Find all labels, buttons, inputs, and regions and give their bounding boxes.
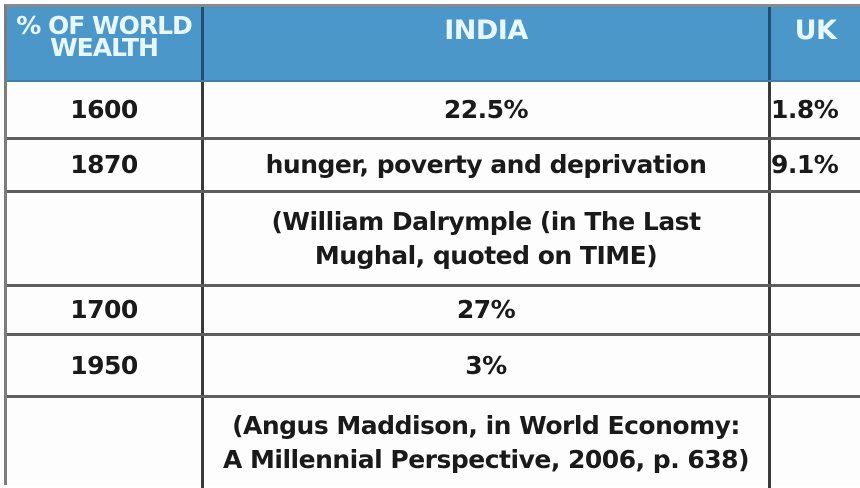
- uk-cell: [771, 336, 860, 395]
- citation-line-2: Mughal, quoted on TIME): [314, 240, 658, 270]
- citation-line-1: (Angus Maddison, in World Economy:: [232, 411, 740, 440]
- table-row-citation: (William Dalrymple (in The Last Mughal, …: [7, 193, 860, 287]
- citation-line-1: (William Dalrymple (in The Last: [271, 206, 701, 236]
- header-label-line-2: WEALTH: [50, 33, 159, 62]
- header-label-line-1: % OF WORLD: [16, 11, 193, 40]
- table-row: 1870 hunger, poverty and deprivation 9.1…: [7, 140, 860, 193]
- year-cell: 1950: [7, 336, 204, 395]
- india-cell: 22.5%: [204, 82, 771, 137]
- uk-cell: [771, 287, 860, 333]
- uk-cell: [771, 193, 860, 284]
- uk-cell: 9.1%: [771, 150, 839, 179]
- header-cell-world-wealth: % OF WORLD WEALTH: [7, 7, 204, 80]
- header-cell-india: INDIA: [204, 7, 771, 80]
- year-cell: [7, 398, 204, 488]
- table-row: 1600 22.5% 1.8%: [7, 82, 860, 140]
- year-cell: [7, 193, 204, 284]
- uk-cell: 1.8%: [771, 94, 839, 124]
- table-row-citation: (Angus Maddison, in World Economy: A Mil…: [7, 398, 860, 488]
- citation-cell: (Angus Maddison, in World Economy: A Mil…: [204, 398, 771, 488]
- uk-cell: [771, 398, 860, 488]
- india-cell: 3%: [204, 336, 771, 395]
- world-wealth-table: % OF WORLD WEALTH INDIA UK 1600 22.5% 1.…: [4, 4, 860, 488]
- citation-cell: (William Dalrymple (in The Last Mughal, …: [204, 193, 771, 284]
- table-row: 1700 27%: [7, 287, 860, 336]
- header-cell-uk: UK: [794, 15, 837, 46]
- india-cell: 27%: [204, 287, 771, 333]
- year-cell: 1870: [7, 140, 204, 190]
- year-cell: 1700: [7, 287, 204, 333]
- table-row: 1950 3%: [7, 336, 860, 398]
- citation-line-2: A Millennial Perspective, 2006, p. 638): [222, 445, 750, 474]
- table-header-row: % OF WORLD WEALTH INDIA UK: [7, 7, 860, 82]
- year-cell: 1600: [7, 82, 204, 137]
- india-cell: hunger, poverty and deprivation: [204, 140, 771, 190]
